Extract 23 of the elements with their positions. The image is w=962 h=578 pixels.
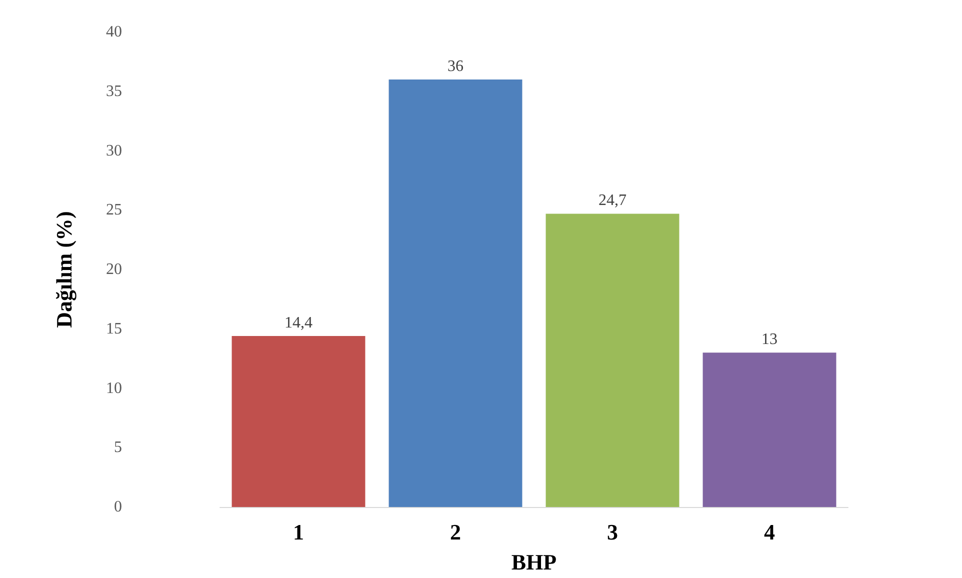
x-tick-label: 3 (607, 520, 618, 544)
y-tick-label: 15 (106, 320, 122, 338)
y-tick-label: 35 (106, 82, 122, 100)
data-label: 24,7 (598, 192, 626, 210)
data-label: 13 (762, 331, 778, 348)
y-tick-label: 20 (106, 261, 122, 278)
x-tick-label: 4 (764, 520, 775, 544)
bar (388, 80, 522, 507)
y-tick-label: 10 (106, 380, 122, 397)
x-axis-title: BHP (511, 550, 557, 574)
y-tick-label: 5 (114, 439, 122, 456)
data-label: 36 (448, 58, 464, 75)
y-tick-label: 25 (106, 202, 122, 219)
bar (232, 336, 366, 507)
y-tick-label: 30 (106, 142, 122, 160)
x-tick-label: 2 (450, 520, 461, 544)
y-tick-label: 0 (114, 498, 122, 516)
data-label: 14,4 (284, 314, 312, 332)
y-axis-title: Dağılım (%) (52, 211, 76, 328)
y-tick-label: 40 (106, 24, 122, 40)
bar (546, 214, 680, 507)
bar (702, 352, 836, 507)
x-tick-label: 1 (293, 520, 304, 544)
